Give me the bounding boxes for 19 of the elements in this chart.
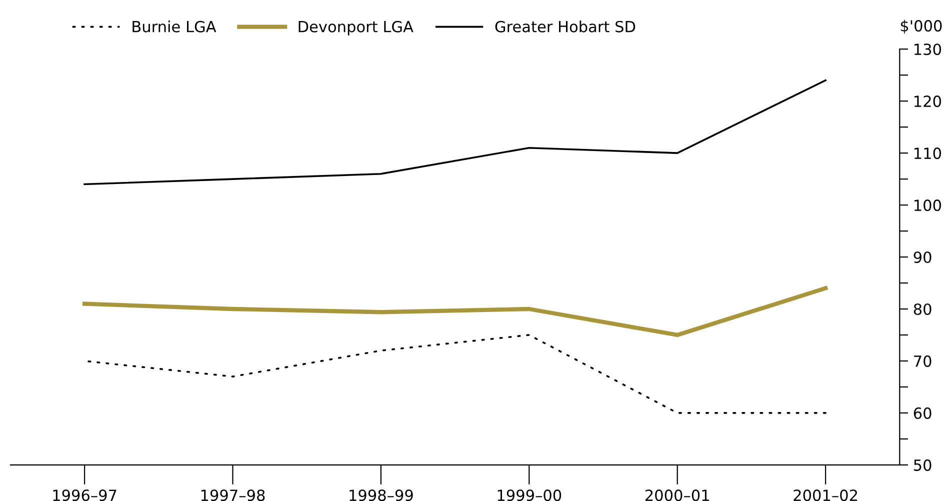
x-tick-label: 2000–01 <box>645 490 709 501</box>
y-tick-label: 90 <box>914 251 932 264</box>
legend-label: Burnie LGA <box>132 20 216 32</box>
x-tick-label: 1996–97 <box>53 490 116 501</box>
y-tick-label: 130 <box>914 44 941 56</box>
x-tick-label: 1998–99 <box>350 490 413 501</box>
y-tick-label: 60 <box>914 407 932 419</box>
y-tick-label: 50 <box>914 459 932 471</box>
y-tick-label: 70 <box>914 355 932 367</box>
x-tick-label: 1999–00 <box>498 490 562 501</box>
y-tick-label: 100 <box>914 200 941 212</box>
y-tick-label: 110 <box>914 148 941 160</box>
y-axis-title: $'000 <box>900 20 942 34</box>
legend-label: Greater Hobart SD <box>495 20 636 32</box>
x-tick-label: 1997–98 <box>201 490 265 501</box>
x-tick-label: 2001–02 <box>794 490 857 501</box>
legend-label: Devonport LGA <box>298 20 414 36</box>
y-tick-label: 120 <box>914 96 941 108</box>
y-tick-label: 80 <box>914 303 932 316</box>
